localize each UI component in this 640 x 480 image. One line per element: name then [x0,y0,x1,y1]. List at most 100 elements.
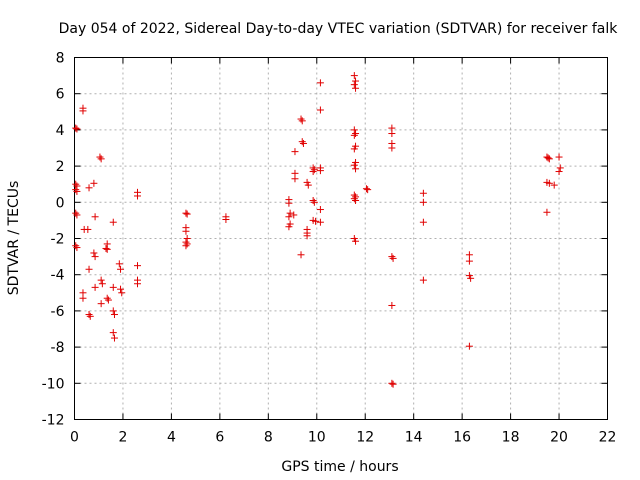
data-point [222,215,230,223]
data-point [73,125,81,133]
data-point [103,294,111,302]
data-point [97,300,105,308]
x-tick-label: 8 [264,430,273,446]
data-point [182,209,190,217]
data-point [465,257,473,265]
chart-title: Day 054 of 2022, Sidereal Day-to-day VTE… [59,21,619,37]
data-point [350,131,358,139]
data-point [104,296,112,304]
data-point [350,195,358,203]
data-point [133,262,141,270]
data-point [117,265,125,273]
data-point [352,84,360,92]
data-point [79,107,87,115]
data-point [362,185,370,193]
data-point [183,210,191,218]
data-point [299,139,307,147]
y-tick-label: -2 [51,232,65,248]
data-point [388,130,396,138]
data-point [73,211,81,219]
data-point [86,312,94,320]
data-point [72,209,80,217]
data-point [110,334,118,342]
data-point [182,242,190,250]
data-point [285,213,293,221]
y-tick-label: -6 [51,304,65,320]
data-point [285,199,293,207]
data-point [85,184,93,192]
data-points [72,72,564,388]
data-point [118,289,126,297]
data-point [133,192,141,200]
data-point [102,244,110,252]
y-tick-label: 6 [56,87,65,103]
x-tick-label: 6 [215,430,224,446]
data-point [352,77,360,85]
data-point [109,329,117,337]
data-point [183,240,191,248]
data-point [545,179,553,187]
data-point [90,179,98,187]
data-point [312,217,320,225]
data-point [388,301,396,309]
data-point [291,148,299,156]
x-tick-label: 22 [599,430,617,446]
data-point [115,260,123,268]
data-point [550,181,558,189]
data-point [316,218,324,226]
data-point [97,155,105,163]
y-tick-label: 0 [56,195,65,211]
data-point [297,251,305,259]
data-point [72,124,80,132]
data-point [350,72,358,80]
data-point [350,81,358,89]
data-point [389,254,397,262]
data-point [364,186,372,194]
data-point [133,280,141,288]
data-point [79,294,87,302]
data-point [467,274,475,282]
data-point [316,167,324,175]
y-tick-labels: -12 -10 -8 -6 -4 -2 0 2 4 6 8 [42,51,65,429]
data-point [298,138,306,146]
data-point [543,208,551,216]
data-point [544,154,552,162]
data-point [291,175,299,183]
y-tick-label: -10 [42,376,65,392]
data-point [109,218,117,226]
x-tick-label: 14 [405,430,423,446]
data-point [419,198,427,206]
grid [74,57,608,420]
data-point [85,265,93,273]
data-point [316,79,324,87]
data-point [286,209,294,217]
x-axis-label: GPS time / hours [281,459,398,475]
x-tick-label: 2 [118,430,127,446]
x-tick-label: 4 [167,430,176,446]
data-point [309,168,317,176]
data-point [419,218,427,226]
data-point [290,211,298,219]
data-point [419,189,427,197]
data-point [285,223,293,231]
data-point [310,198,318,206]
data-point [73,187,81,195]
data-point [388,379,396,387]
data-point [96,153,104,161]
data-point [388,253,396,261]
data-point [109,283,117,291]
y-tick-label: -12 [42,413,65,429]
data-point [555,168,563,176]
data-point [298,117,306,125]
x-tick-labels: 0 2 4 6 8 10 12 14 16 18 20 22 [70,430,616,446]
x-tick-label: 20 [550,430,568,446]
data-point [310,166,318,174]
data-point [84,225,92,233]
data-point [90,249,98,257]
data-point [316,106,324,114]
y-axis-label: SDTVAR / TECUs [6,181,22,296]
data-point [545,155,553,163]
y-tick-label: -4 [51,268,65,284]
x-tick-label: 0 [70,430,79,446]
data-point [91,253,99,261]
